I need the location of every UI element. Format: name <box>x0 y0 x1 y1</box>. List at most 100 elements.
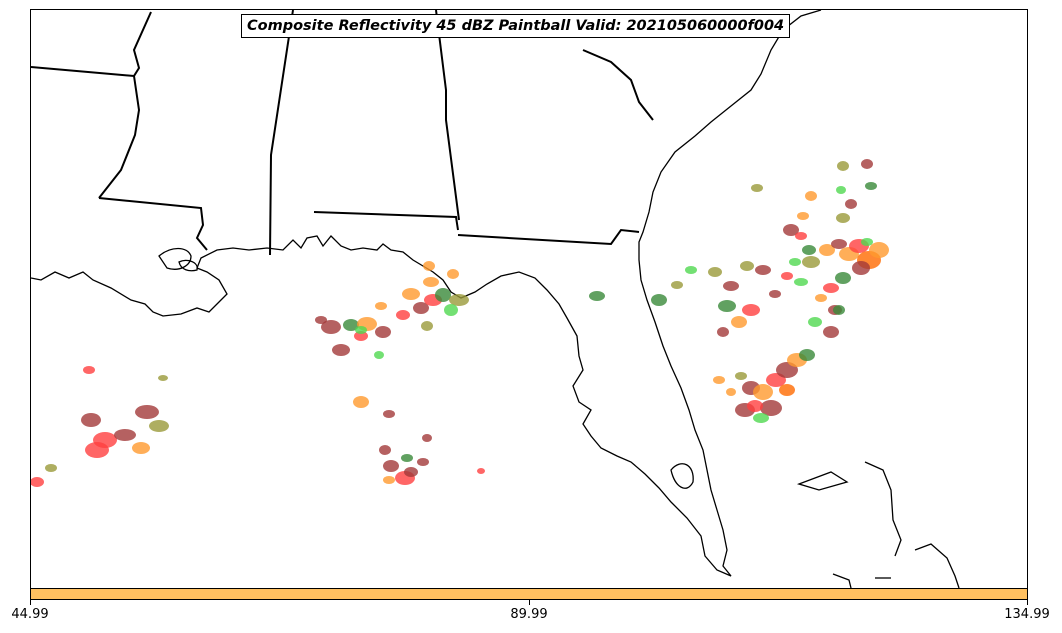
paintball-cell <box>865 182 877 190</box>
paintball-cell <box>805 191 817 201</box>
paintball-cell <box>81 413 101 427</box>
paintball-cell <box>383 460 399 472</box>
paintball-cell <box>718 300 736 312</box>
paintball-cell <box>685 266 697 274</box>
paintball-cell <box>740 261 754 271</box>
paintball-cell <box>315 316 327 324</box>
paintball-cell <box>375 302 387 310</box>
paintball-cell <box>726 388 736 396</box>
paintball-cell <box>83 366 95 374</box>
paintball-cell <box>343 319 359 331</box>
paintball-cell <box>321 320 341 334</box>
paintball-cell <box>379 445 391 455</box>
paintball-cell <box>723 281 739 291</box>
paintball-cell <box>802 245 816 255</box>
paintball-cell <box>747 400 763 412</box>
paintball-cell <box>132 442 150 454</box>
paintball-cell <box>423 277 439 287</box>
paintball-cell <box>781 272 793 280</box>
paintball-cell <box>45 464 57 472</box>
paintball-cell <box>435 288 451 302</box>
paintball-cell <box>833 305 845 315</box>
paintball-cell <box>735 372 747 380</box>
paintball-cell <box>383 476 395 484</box>
colorbar-label-max: 134.99 <box>1004 607 1050 622</box>
paintball-cell <box>819 244 835 256</box>
paintball-cell <box>401 454 413 462</box>
paintball-cell <box>708 267 722 277</box>
paintball-cell <box>751 184 763 192</box>
paintball-cell <box>589 291 605 301</box>
paintball-cell <box>332 344 350 356</box>
paintball-cell <box>477 468 485 474</box>
paintball-cell <box>374 351 384 359</box>
paintball-cell <box>423 261 435 271</box>
paintball-cell <box>717 327 729 337</box>
paintball-cell <box>417 458 429 466</box>
paintball-cell <box>794 278 808 286</box>
state-borders <box>31 10 654 256</box>
colorbar-label-min: 44.99 <box>11 607 49 622</box>
paintball-cell <box>769 290 781 298</box>
paintball-cell <box>355 326 367 334</box>
paintball-cell <box>869 242 889 258</box>
paintball-cell <box>135 405 159 419</box>
paintball-cell <box>422 434 432 442</box>
paintball-cell <box>354 331 368 341</box>
paintball-cell <box>396 310 410 320</box>
paintball-cell <box>383 410 395 418</box>
paintball-cell <box>447 269 459 279</box>
paintball-cell <box>404 467 418 477</box>
paintball-cell <box>114 429 136 441</box>
paintball-cell <box>861 159 873 169</box>
paintball-cell <box>421 321 433 331</box>
paintball-cell <box>753 413 769 423</box>
paintball-cell <box>444 304 458 316</box>
paintball-cell <box>402 288 420 300</box>
map-panel <box>30 9 1028 589</box>
paintball-cell <box>742 304 760 316</box>
paintball-cell <box>808 317 822 327</box>
paintball-cell <box>789 258 801 266</box>
paintball-cell <box>845 199 857 209</box>
map-canvas <box>31 10 960 588</box>
paintball-cell <box>837 161 849 171</box>
paintball-cell <box>413 302 429 314</box>
colorbar-label-mid: 89.99 <box>510 607 548 622</box>
paintball-cell <box>760 400 782 416</box>
paintball-cell <box>755 265 771 275</box>
paintball-cell <box>353 396 369 408</box>
colorbar <box>30 588 1028 600</box>
paintball-cell <box>815 294 827 302</box>
paintball-cell <box>823 326 839 338</box>
paintball-cell <box>799 349 815 361</box>
paintball-cell <box>731 316 747 328</box>
paintball-cell <box>861 238 873 246</box>
colorbar-tick-mid <box>529 600 530 605</box>
paintball-cell <box>795 232 807 240</box>
paintball-cell <box>783 224 799 236</box>
paintball-cell <box>671 281 683 289</box>
paintball-cell <box>651 294 667 306</box>
paintball-cell <box>713 376 725 384</box>
paintball-cell <box>836 186 846 194</box>
paintball-cell <box>802 256 820 268</box>
paintball-cell <box>149 420 169 432</box>
paintball-cell <box>449 294 469 306</box>
colorbar-tick-min <box>30 600 31 605</box>
paintball-cell <box>831 239 847 249</box>
paintball-cell <box>835 272 851 284</box>
paintball-cell <box>797 212 809 220</box>
paintball-cell <box>823 283 839 293</box>
paintball-cell <box>852 261 870 275</box>
map-title: Composite Reflectivity 45 dBZ Paintball … <box>241 14 791 38</box>
paintball-cells <box>31 159 889 487</box>
paintball-cell <box>779 384 795 396</box>
paintball-cell <box>85 442 109 458</box>
paintball-cell <box>836 213 850 223</box>
paintball-cell <box>753 384 773 400</box>
paintball-cell <box>31 477 44 487</box>
paintball-cell <box>158 375 168 381</box>
paintball-cell <box>375 326 391 338</box>
colorbar-tick-max <box>1027 600 1028 605</box>
